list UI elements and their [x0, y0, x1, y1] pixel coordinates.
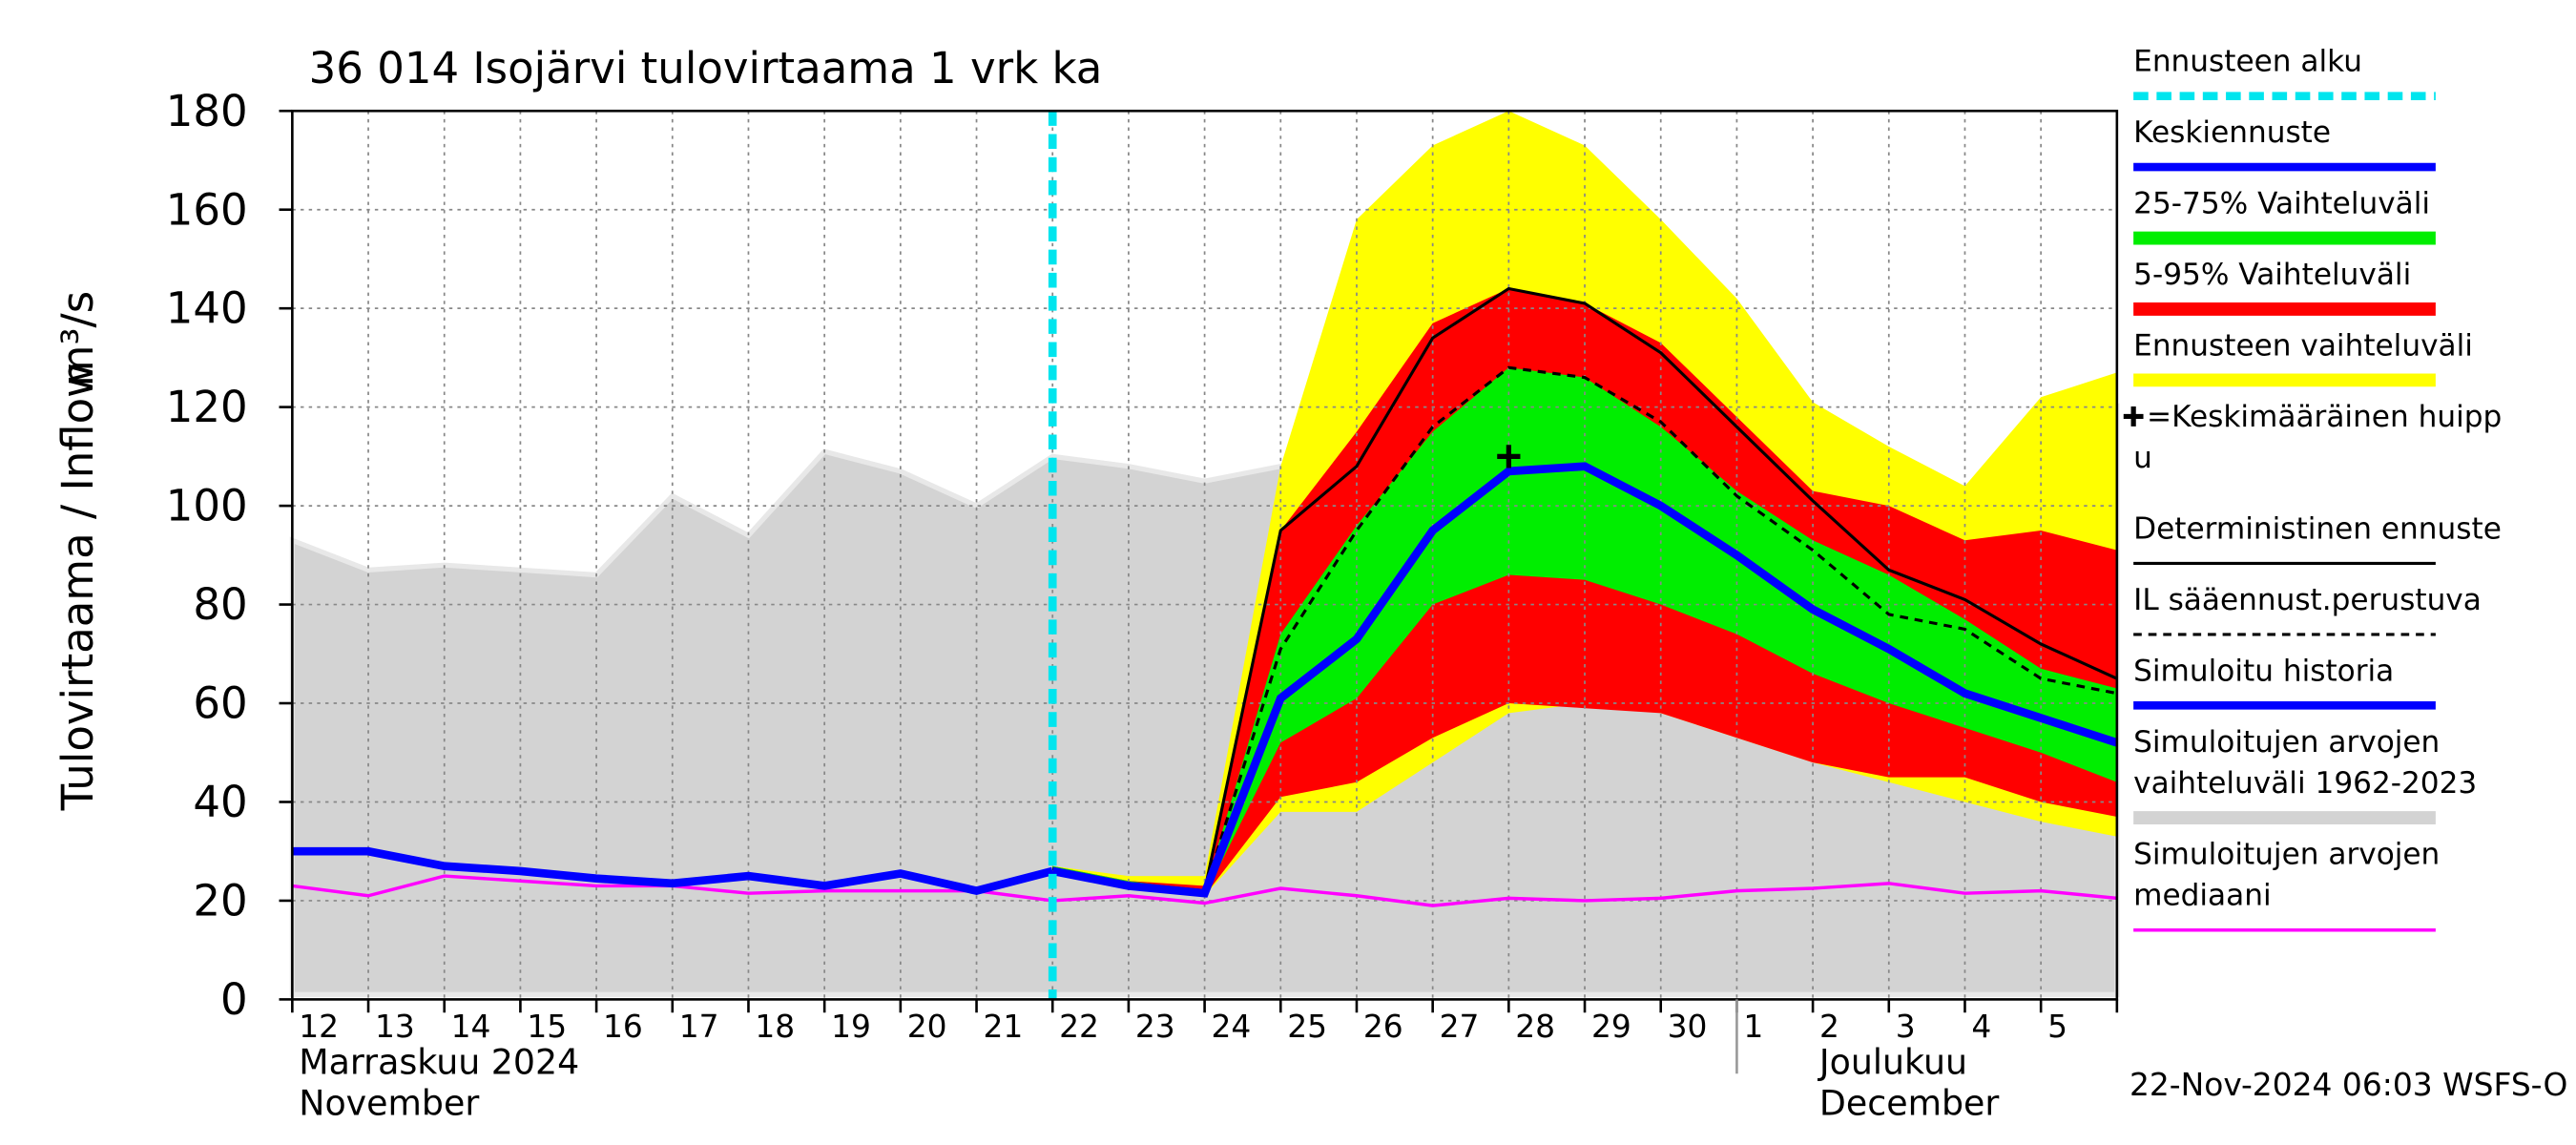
line: [292, 874, 2118, 907]
legend-label: =Keskimääräinen huipp: [2147, 400, 2502, 434]
x-tick-label: 23: [1135, 1008, 1175, 1045]
month-label: Joulukuu: [1818, 1041, 1967, 1082]
legend-label: Simuloitu historia: [2133, 654, 2394, 688]
y-tick-label: 120: [166, 382, 248, 432]
x-tick-label: 30: [1668, 1008, 1708, 1045]
peak-marker: [1497, 445, 1521, 468]
legend-label: Simuloitujen arvojen: [2133, 837, 2440, 871]
legend-label: mediaani: [2133, 879, 2271, 913]
y-tick-label: 160: [166, 184, 248, 235]
chart-title: 36 014 Isojärvi tulovirtaama 1 vrk ka: [309, 43, 1103, 94]
legend-label: Ennusteen alku: [2133, 45, 2362, 79]
legend-marker: [2123, 406, 2144, 427]
y-axis-label: Tulovirtaama / Inflow: [52, 363, 103, 811]
y-tick-label: 40: [193, 777, 247, 827]
month-label: November: [299, 1083, 479, 1124]
x-tick-label: 29: [1591, 1008, 1631, 1045]
timestamp: 22-Nov-2024 06:03 WSFS-O: [2129, 1066, 2567, 1103]
y-axis-unit: m³/s: [52, 291, 103, 386]
x-tick-label: 15: [527, 1008, 567, 1045]
legend-label: Keskiennuste: [2133, 115, 2331, 150]
legend-label: Ennusteen vaihteluväli: [2133, 328, 2473, 363]
month-label: Marraskuu 2024: [299, 1041, 579, 1082]
line: [1051, 365, 2118, 893]
x-tick-label: 16: [603, 1008, 643, 1045]
legend-label: Deterministinen ennuste: [2133, 512, 2502, 547]
band: [1052, 367, 2117, 896]
month-label: December: [1819, 1083, 1999, 1124]
y-tick-label: 0: [220, 974, 248, 1025]
legend-label: Simuloitujen arvojen: [2133, 725, 2440, 760]
y-tick-label: 180: [166, 86, 248, 136]
x-tick-label: 28: [1515, 1008, 1555, 1045]
x-tick-label: 24: [1212, 1008, 1252, 1045]
x-tick-label: 1: [1743, 1008, 1763, 1045]
y-tick-label: 60: [193, 678, 247, 729]
y-tick-label: 20: [193, 876, 247, 926]
legend-label: u: [2133, 441, 2152, 475]
line: [1051, 286, 2118, 893]
x-tick-label: 2: [1819, 1008, 1839, 1045]
x-tick-label: 25: [1287, 1008, 1327, 1045]
x-tick-label: 27: [1440, 1008, 1480, 1045]
x-tick-label: 26: [1363, 1008, 1403, 1045]
x-tick-label: 19: [831, 1008, 871, 1045]
x-tick-label: 13: [375, 1008, 415, 1045]
legend-label: 25-75% Vaihteluväli: [2133, 187, 2430, 221]
x-tick-label: 21: [983, 1008, 1023, 1045]
x-tick-label: 22: [1059, 1008, 1099, 1045]
line: [1051, 462, 2119, 898]
y-tick-label: 100: [166, 481, 248, 531]
x-tick-label: 14: [451, 1008, 491, 1045]
x-tick-label: 18: [755, 1008, 795, 1045]
x-tick-label: 4: [1971, 1008, 1991, 1045]
x-tick-label: 17: [679, 1008, 719, 1045]
x-tick-label: 12: [299, 1008, 339, 1045]
legend-label: vaihteluväli 1962-2023: [2133, 766, 2477, 801]
x-tick-label: 20: [907, 1008, 947, 1045]
line: [292, 846, 1054, 896]
legend-label: IL sääennust.perustuva: [2133, 583, 2482, 617]
y-tick-label: 80: [193, 579, 247, 630]
y-tick-label: 140: [166, 283, 248, 334]
legend-label: 5-95% Vaihteluväli: [2133, 258, 2411, 292]
x-tick-label: 3: [1896, 1008, 1916, 1045]
x-tick-label: 5: [2047, 1008, 2067, 1045]
